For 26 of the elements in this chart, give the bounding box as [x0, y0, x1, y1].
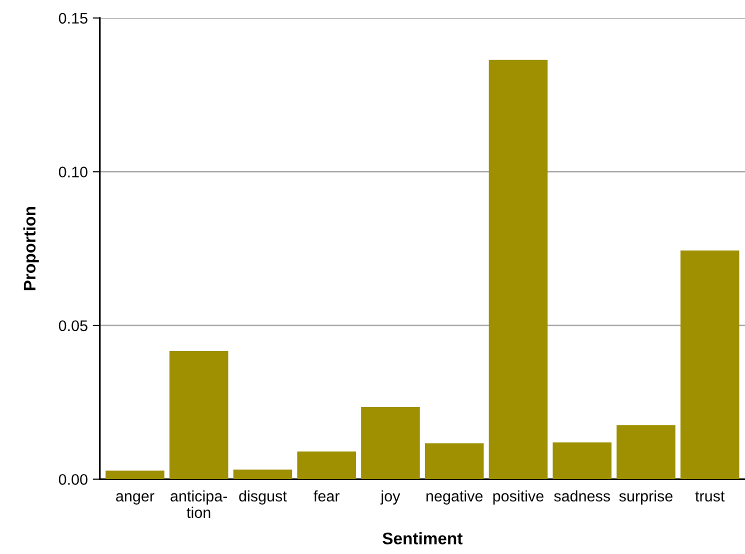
x-tick-label: trust [695, 492, 725, 502]
bar [680, 250, 740, 480]
bar [552, 442, 612, 480]
x-tick-label: surprise [619, 490, 672, 505]
x-tick-label: anger [116, 493, 154, 505]
x-tick-label: disgust [239, 490, 287, 505]
bar [361, 406, 420, 480]
y-tick-label: 0.15 [58, 12, 88, 24]
bar [488, 60, 548, 480]
bar [616, 425, 676, 480]
x-tick-label: fear [314, 490, 340, 502]
x-tick-label: negative [426, 490, 483, 505]
y-axis-title: Proportion [23, 207, 39, 290]
x-axis-title: Sentiment [382, 532, 462, 544]
y-tick-label: 0.05 [58, 320, 88, 332]
bar [233, 470, 292, 480]
x-tick-label: anticipa- tion [170, 490, 228, 518]
x-tick-label: positive [493, 490, 544, 505]
bar [424, 443, 484, 480]
bar [106, 470, 164, 480]
y-tick-label: 0.00 [58, 474, 88, 485]
bar [169, 350, 228, 480]
y-tick-label: 0.10 [58, 166, 88, 178]
bar [297, 452, 356, 480]
x-tick-label: sadness [554, 490, 610, 502]
x-tick-label: joy [380, 490, 400, 505]
